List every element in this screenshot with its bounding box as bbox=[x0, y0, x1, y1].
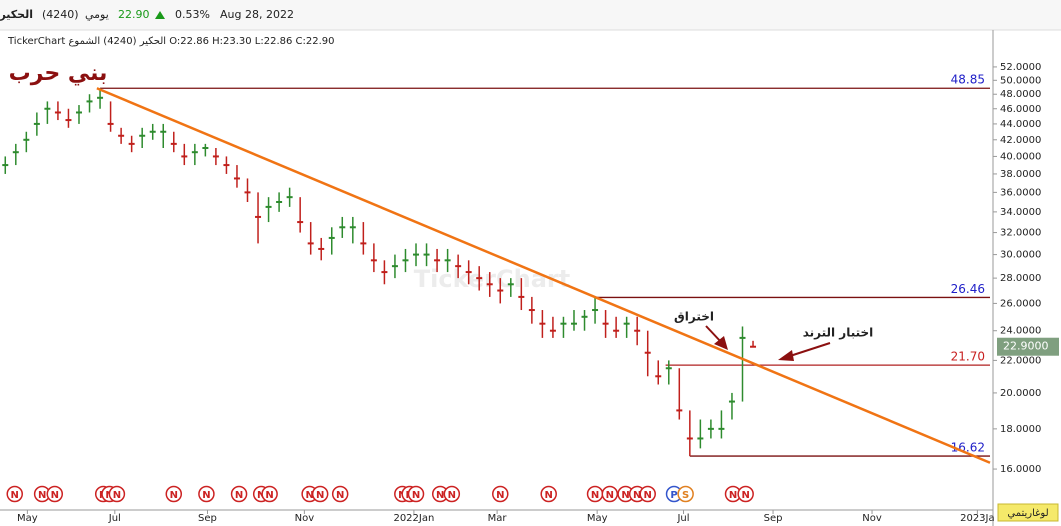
level-label: 48.85 bbox=[951, 73, 985, 87]
event-label: N bbox=[412, 490, 420, 501]
event-marker bbox=[540, 485, 557, 503]
event-label: N bbox=[11, 490, 19, 501]
level-label: 21.70 bbox=[951, 350, 985, 364]
y-tick-label: 38.0000 bbox=[1000, 169, 1041, 180]
event-marker bbox=[165, 485, 183, 503]
event-label: N bbox=[305, 490, 313, 501]
event-label: N bbox=[336, 490, 344, 501]
ohlc-line: TickerChart الحكير (4240) الشموع O:22.86… bbox=[7, 36, 335, 47]
event-label: N bbox=[257, 490, 265, 501]
last-value: 22.90 bbox=[118, 8, 150, 21]
event-label: N bbox=[644, 490, 652, 501]
event-label: N bbox=[202, 490, 210, 501]
event-marker bbox=[331, 485, 349, 503]
x-tick-label: Jul bbox=[676, 513, 689, 524]
event-marker bbox=[261, 485, 278, 503]
event-marker bbox=[108, 485, 126, 503]
event-label: N bbox=[621, 490, 629, 501]
chart-title: بني حرب bbox=[9, 61, 108, 86]
y-tick-label: 42.0000 bbox=[1000, 135, 1041, 146]
up-arrow bbox=[155, 11, 165, 19]
x-tick-label: 2023Ja bbox=[960, 513, 995, 524]
event-label: N bbox=[591, 490, 599, 501]
y-tick-label: 34.0000 bbox=[1000, 207, 1041, 218]
watermark: TickerChart bbox=[414, 265, 570, 293]
y-tick-label: 40.0000 bbox=[1000, 151, 1041, 162]
event-marker bbox=[198, 485, 215, 503]
x-tick-label: Nov bbox=[862, 513, 882, 524]
y-tick-label: 52.0000 bbox=[1000, 62, 1041, 73]
event-label: N bbox=[545, 490, 553, 501]
event-marker bbox=[737, 485, 754, 503]
event-label: N bbox=[633, 490, 641, 501]
trendline bbox=[96, 87, 991, 464]
y-tick-label: 26.0000 bbox=[1000, 298, 1041, 309]
x-tick-label: Nov bbox=[295, 513, 315, 524]
event-marker bbox=[311, 485, 329, 503]
annotation-arrow bbox=[789, 342, 831, 357]
y-tick-label: 48.0000 bbox=[1000, 89, 1041, 100]
event-label: N bbox=[265, 490, 273, 501]
y-tick-label: 24.0000 bbox=[1000, 326, 1041, 337]
event-marker bbox=[492, 485, 509, 503]
header-bar bbox=[0, 0, 1061, 30]
annotation-arrowhead bbox=[714, 336, 728, 350]
event-label: N bbox=[38, 490, 46, 501]
date: Aug 28, 2022 bbox=[220, 8, 294, 21]
y-tick-label: 50.0000 bbox=[1000, 75, 1041, 86]
event-label: N bbox=[448, 490, 456, 501]
event-marker bbox=[407, 485, 425, 503]
x-tick-label: Sep bbox=[764, 513, 783, 524]
x-tick-label: May bbox=[17, 513, 38, 524]
annotation: اختراق bbox=[674, 310, 714, 324]
event-label: N bbox=[170, 490, 178, 501]
change: 0.53% bbox=[175, 8, 210, 21]
period: يومي bbox=[85, 8, 109, 21]
event-marker bbox=[46, 485, 64, 503]
y-tick-label: 32.0000 bbox=[1000, 228, 1041, 239]
last-price-label: 22.9000 bbox=[1003, 340, 1049, 353]
log-scale-label[interactable]: لوغاريتمي bbox=[1007, 508, 1048, 519]
event-label: N bbox=[316, 490, 324, 501]
event-label: N bbox=[436, 490, 444, 501]
event-label: N bbox=[235, 490, 243, 501]
event-label: N bbox=[113, 490, 121, 501]
event-label: P bbox=[670, 490, 677, 501]
y-tick-label: 28.0000 bbox=[1000, 273, 1041, 284]
x-tick-label: Sep bbox=[198, 513, 217, 524]
x-tick-label: 2022Jan bbox=[393, 513, 434, 524]
x-tick-label: Mar bbox=[488, 513, 508, 524]
event-label: N bbox=[729, 490, 737, 501]
annotation-arrowhead bbox=[778, 350, 794, 361]
y-tick-label: 20.0000 bbox=[1000, 388, 1041, 399]
level-label: 26.46 bbox=[951, 282, 985, 296]
x-tick-label: May bbox=[587, 513, 608, 524]
event-label: N bbox=[496, 490, 504, 501]
annotation: اختبار الترند bbox=[803, 326, 874, 340]
y-tick-label: 30.0000 bbox=[1000, 250, 1041, 261]
event-label: S bbox=[682, 490, 689, 501]
symbol-name: الحكير bbox=[0, 8, 33, 21]
event-marker bbox=[639, 485, 656, 503]
y-tick-label: 44.0000 bbox=[1000, 119, 1041, 130]
y-tick-label: 18.0000 bbox=[1000, 424, 1041, 435]
event-label: N bbox=[51, 490, 59, 501]
event-marker bbox=[6, 485, 23, 503]
symbol-code: (4240) bbox=[42, 8, 79, 21]
y-tick-label: 16.0000 bbox=[1000, 464, 1041, 475]
x-tick-label: Jul bbox=[108, 513, 121, 524]
event-label: N bbox=[741, 490, 749, 501]
y-tick-label: 36.0000 bbox=[1000, 187, 1041, 198]
log-scale-button[interactable] bbox=[997, 503, 1059, 522]
y-tick-label: 46.0000 bbox=[1000, 104, 1041, 115]
event-marker bbox=[443, 485, 461, 503]
event-marker bbox=[677, 485, 694, 503]
event-marker bbox=[230, 485, 248, 503]
y-tick-label: 22.0000 bbox=[1000, 355, 1041, 366]
event-label: N bbox=[606, 490, 614, 501]
last-price-tag bbox=[997, 337, 1059, 356]
event-marker bbox=[601, 485, 619, 503]
